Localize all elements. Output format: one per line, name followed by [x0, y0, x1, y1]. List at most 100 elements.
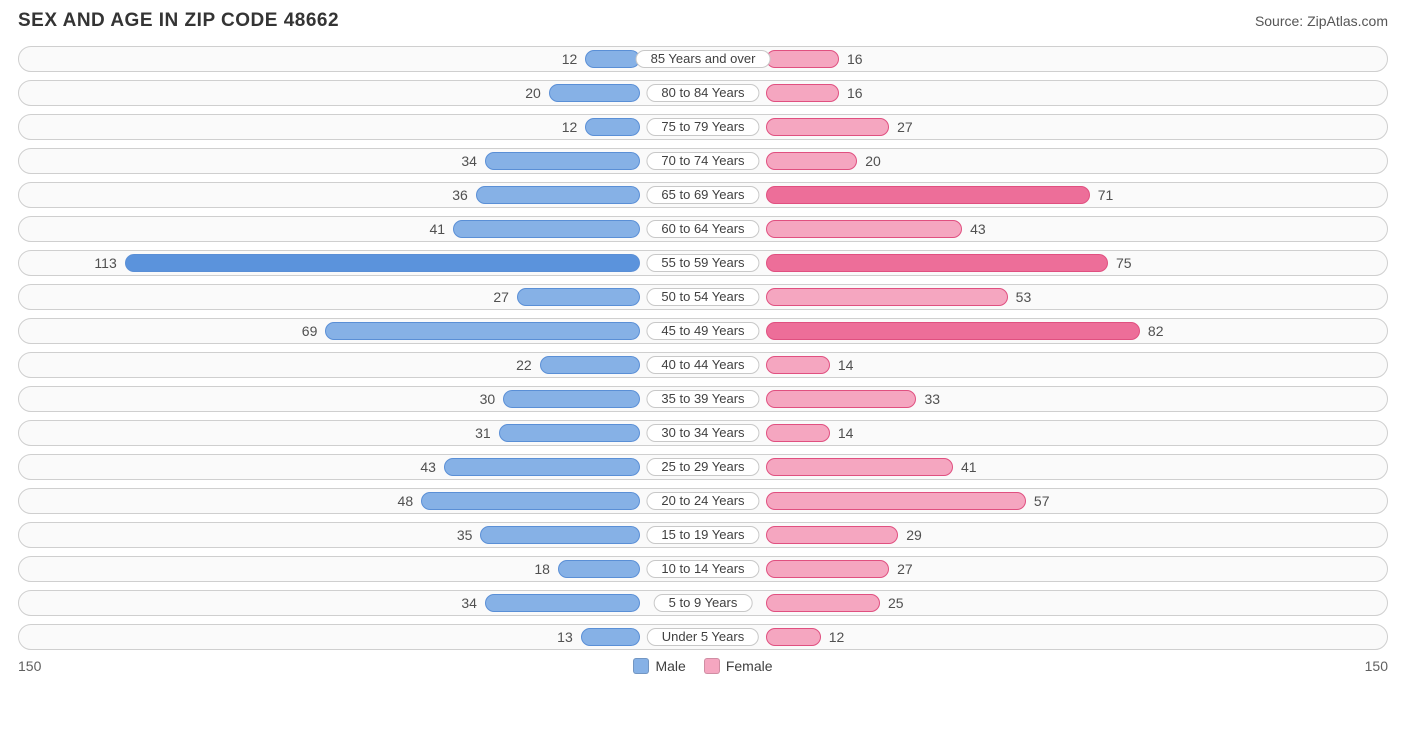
chart-footer: 150 Male Female 150: [18, 658, 1388, 674]
male-value: 35: [457, 523, 473, 549]
male-bar: [476, 186, 640, 204]
male-value: 43: [420, 455, 436, 481]
male-value: 31: [475, 421, 491, 447]
female-bar: [766, 50, 839, 68]
male-bar: [503, 390, 640, 408]
female-bar: [766, 220, 962, 238]
male-value: 12: [562, 115, 578, 141]
population-pyramid-chart: 121685 Years and over 20 16 80 to 84 Years 1…: [18, 46, 1388, 650]
male-bar: [480, 526, 640, 544]
male-value: 27: [493, 285, 509, 311]
female-bar: [766, 560, 889, 578]
male-bar: [421, 492, 640, 510]
male-bar: [517, 288, 640, 306]
female-value: 16: [847, 81, 863, 107]
female-value: 57: [1034, 489, 1050, 515]
female-value: 33: [924, 387, 940, 413]
pyramid-row: 18 27 10 to 14 Years: [18, 556, 1388, 582]
age-bracket-label: 15 to 19 Years: [646, 526, 759, 544]
female-bar: [766, 492, 1026, 510]
female-value: 41: [961, 455, 977, 481]
age-bracket-label: 10 to 14 Years: [646, 560, 759, 578]
female-value: 53: [1016, 285, 1032, 311]
age-bracket-label: 20 to 24 Years: [646, 492, 759, 510]
female-value: 71: [1098, 183, 1114, 209]
male-value: 34: [461, 591, 477, 617]
female-bar: [766, 84, 839, 102]
female-value: 43: [970, 217, 986, 243]
male-value: 22: [516, 353, 532, 379]
age-bracket-label: 35 to 39 Years: [646, 390, 759, 408]
female-value: 29: [906, 523, 922, 549]
female-value: 82: [1148, 319, 1164, 345]
male-bar: [549, 84, 640, 102]
pyramid-row: 485720 to 24 Years: [18, 488, 1388, 514]
female-value: 27: [897, 115, 913, 141]
male-bar: [585, 118, 640, 136]
pyramid-row: 35 29 15 to 19 Years: [18, 522, 1388, 548]
male-bar: [444, 458, 640, 476]
legend-label: Male: [655, 658, 685, 674]
male-bar: [540, 356, 640, 374]
female-value: 27: [897, 557, 913, 583]
age-bracket-label: 55 to 59 Years: [646, 254, 759, 272]
male-value: 30: [480, 387, 496, 413]
male-value: 34: [461, 149, 477, 175]
age-bracket-label: Under 5 Years: [647, 628, 759, 646]
chart-source: Source: ZipAtlas.com: [1255, 13, 1388, 29]
chart-title: SEX AND AGE IN ZIP CODE 48662: [18, 10, 339, 32]
female-bar: [766, 390, 916, 408]
age-bracket-label: 60 to 64 Years: [646, 220, 759, 238]
female-bar: [766, 186, 1090, 204]
female-value: 20: [865, 149, 881, 175]
male-value: 36: [452, 183, 468, 209]
male-bar: [499, 424, 640, 442]
male-value: 20: [525, 81, 541, 107]
female-bar: [766, 152, 857, 170]
male-bar: [585, 50, 640, 68]
female-bar: [766, 594, 880, 612]
pyramid-row: 434125 to 29 Years: [18, 454, 1388, 480]
chart-header: SEX AND AGE IN ZIP CODE 48662 Source: Zi…: [18, 10, 1388, 32]
male-bar: [485, 152, 640, 170]
female-bar: [766, 322, 1140, 340]
male-bar: [125, 254, 640, 272]
age-bracket-label: 30 to 34 Years: [646, 424, 759, 442]
legend-item: Female: [704, 658, 773, 674]
female-value: 75: [1116, 251, 1132, 277]
male-bar: [485, 594, 640, 612]
legend-swatch: [704, 658, 720, 674]
male-value: 113: [94, 251, 116, 277]
chart-legend: Male Female: [41, 658, 1364, 674]
axis-max-left: 150: [18, 658, 41, 674]
female-value: 25: [888, 591, 904, 617]
pyramid-row: 41 43 60 to 64 Years: [18, 216, 1388, 242]
legend-swatch: [633, 658, 649, 674]
female-bar: [766, 628, 821, 646]
male-value: 13: [557, 625, 573, 651]
female-bar: [766, 458, 953, 476]
female-value: 16: [847, 47, 863, 73]
pyramid-row: 698245 to 49 Years: [18, 318, 1388, 344]
age-bracket-label: 40 to 44 Years: [646, 356, 759, 374]
age-bracket-label: 80 to 84 Years: [646, 84, 759, 102]
pyramid-row: 30 33 35 to 39 Years: [18, 386, 1388, 412]
female-value: 12: [829, 625, 845, 651]
pyramid-row: 36 71 65 to 69 Years: [18, 182, 1388, 208]
pyramid-row: 221440 to 44 Years: [18, 352, 1388, 378]
female-value: 14: [838, 421, 854, 447]
axis-max-right: 150: [1365, 658, 1388, 674]
male-value: 41: [429, 217, 445, 243]
female-bar: [766, 424, 830, 442]
age-bracket-label: 65 to 69 Years: [646, 186, 759, 204]
pyramid-row: 275350 to 54 Years: [18, 284, 1388, 310]
female-bar: [766, 288, 1008, 306]
age-bracket-label: 75 to 79 Years: [646, 118, 759, 136]
pyramid-row: 121685 Years and over: [18, 46, 1388, 72]
male-value: 18: [534, 557, 550, 583]
male-value: 69: [302, 319, 318, 345]
pyramid-row: 31 14 30 to 34 Years: [18, 420, 1388, 446]
female-bar: [766, 356, 830, 374]
pyramid-row: 342070 to 74 Years: [18, 148, 1388, 174]
pyramid-row: 13 12 Under 5 Years: [18, 624, 1388, 650]
